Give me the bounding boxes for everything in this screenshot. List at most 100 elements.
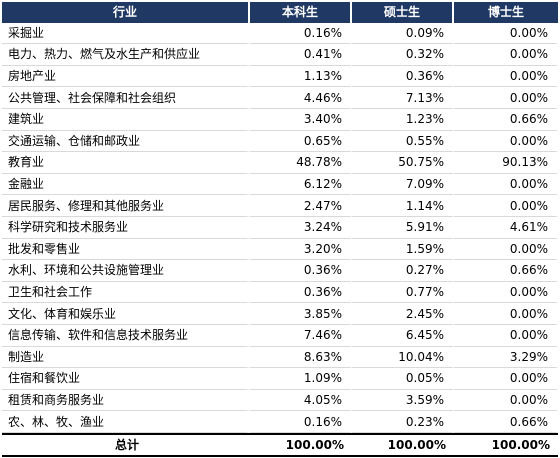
bachelor-cell: 0.36% bbox=[250, 260, 352, 282]
master-cell: 0.23% bbox=[352, 411, 454, 433]
master-cell: 3.59% bbox=[352, 389, 454, 412]
doctor-cell: 0.00% bbox=[454, 389, 558, 412]
industry-cell: 公共管理、社会保障和社会组织 bbox=[2, 87, 250, 109]
industry-cell: 电力、热力、燃气及水生产和供应业 bbox=[2, 44, 250, 66]
doctor-cell: 0.00% bbox=[454, 130, 558, 153]
table-row: 卫生和社会工作 0.36% 0.77% 0.00% bbox=[2, 281, 558, 304]
table-row: 金融业 6.12% 7.09% 0.00% bbox=[2, 173, 558, 196]
doctor-cell: 0.00% bbox=[454, 281, 558, 304]
table-row: 房地产业 1.13% 0.36% 0.00% bbox=[2, 65, 558, 88]
doctor-cell: 4.61% bbox=[454, 216, 558, 239]
master-cell: 6.45% bbox=[352, 324, 454, 347]
industry-cell: 建筑业 bbox=[2, 108, 250, 131]
master-cell: 1.14% bbox=[352, 195, 454, 217]
master-cell: 0.05% bbox=[352, 368, 454, 390]
doctor-cell: 0.00% bbox=[454, 65, 558, 88]
master-cell: 2.45% bbox=[352, 303, 454, 325]
bachelor-cell: 1.13% bbox=[250, 65, 352, 88]
industry-cell: 租赁和商务服务业 bbox=[2, 389, 250, 412]
master-cell: 0.77% bbox=[352, 281, 454, 304]
bachelor-cell: 0.16% bbox=[250, 411, 352, 433]
bachelor-cell: 0.16% bbox=[250, 22, 352, 45]
table-row: 批发和零售业 3.20% 1.59% 0.00% bbox=[2, 238, 558, 261]
bachelor-cell: 3.85% bbox=[250, 303, 352, 325]
bachelor-cell: 8.63% bbox=[250, 346, 352, 369]
header-bachelor: 本科生 bbox=[250, 2, 352, 23]
industry-cell: 农、林、牧、渔业 bbox=[2, 411, 250, 433]
doctor-cell: 0.00% bbox=[454, 303, 558, 325]
industry-cell: 科学研究和技术服务业 bbox=[2, 216, 250, 239]
doctor-cell: 0.00% bbox=[454, 87, 558, 109]
industry-cell: 信息传输、软件和信息技术服务业 bbox=[2, 324, 250, 347]
industry-cell: 文化、体育和娱乐业 bbox=[2, 303, 250, 325]
industry-cell: 教育业 bbox=[2, 152, 250, 174]
doctor-cell: 0.66% bbox=[454, 411, 558, 433]
doctor-cell: 0.66% bbox=[454, 108, 558, 131]
master-cell: 7.13% bbox=[352, 87, 454, 109]
industry-cell: 交通运输、仓储和邮政业 bbox=[2, 130, 250, 153]
table-row: 建筑业 3.40% 1.23% 0.66% bbox=[2, 108, 558, 131]
table-row: 农、林、牧、渔业 0.16% 0.23% 0.66% bbox=[2, 411, 558, 433]
table-row: 科学研究和技术服务业 3.24% 5.91% 4.61% bbox=[2, 216, 558, 239]
bachelor-cell: 1.09% bbox=[250, 368, 352, 390]
total-doctor: 100.00% bbox=[454, 432, 558, 458]
bachelor-cell: 0.41% bbox=[250, 44, 352, 66]
total-master: 100.00% bbox=[352, 432, 454, 458]
master-cell: 10.04% bbox=[352, 346, 454, 369]
industry-cell: 采掘业 bbox=[2, 22, 250, 45]
bachelor-cell: 0.65% bbox=[250, 130, 352, 153]
master-cell: 50.75% bbox=[352, 152, 454, 174]
bachelor-cell: 6.12% bbox=[250, 173, 352, 196]
header-doctor: 博士生 bbox=[454, 2, 558, 23]
total-row: 总计 100.00% 100.00% 100.00% bbox=[2, 432, 558, 458]
header-master: 硕士生 bbox=[352, 2, 454, 23]
total-label: 总计 bbox=[2, 432, 250, 458]
table-row: 电力、热力、燃气及水生产和供应业 0.41% 0.32% 0.00% bbox=[2, 44, 558, 66]
doctor-cell: 3.29% bbox=[454, 346, 558, 369]
industry-cell: 金融业 bbox=[2, 173, 250, 196]
industry-cell: 制造业 bbox=[2, 346, 250, 369]
doctor-cell: 0.66% bbox=[454, 260, 558, 282]
master-cell: 0.09% bbox=[352, 22, 454, 45]
table-row: 制造业 8.63% 10.04% 3.29% bbox=[2, 346, 558, 369]
doctor-cell: 0.00% bbox=[454, 238, 558, 261]
bachelor-cell: 4.46% bbox=[250, 87, 352, 109]
bachelor-cell: 3.40% bbox=[250, 108, 352, 131]
header-industry: 行业 bbox=[2, 2, 250, 23]
table-row: 居民服务、修理和其他服务业 2.47% 1.14% 0.00% bbox=[2, 195, 558, 217]
doctor-cell: 0.00% bbox=[454, 44, 558, 66]
industry-cell: 卫生和社会工作 bbox=[2, 281, 250, 304]
master-cell: 0.36% bbox=[352, 65, 454, 88]
doctor-cell: 0.00% bbox=[454, 173, 558, 196]
industry-cell: 居民服务、修理和其他服务业 bbox=[2, 195, 250, 217]
table-row: 租赁和商务服务业 4.05% 3.59% 0.00% bbox=[2, 389, 558, 412]
table-row: 信息传输、软件和信息技术服务业 7.46% 6.45% 0.00% bbox=[2, 324, 558, 347]
master-cell: 7.09% bbox=[352, 173, 454, 196]
master-cell: 5.91% bbox=[352, 216, 454, 239]
doctor-cell: 0.00% bbox=[454, 195, 558, 217]
doctor-cell: 0.00% bbox=[454, 22, 558, 45]
table-row: 交通运输、仓储和邮政业 0.65% 0.55% 0.00% bbox=[2, 130, 558, 153]
table-row: 住宿和餐饮业 1.09% 0.05% 0.00% bbox=[2, 368, 558, 390]
doctor-cell: 0.00% bbox=[454, 368, 558, 390]
master-cell: 1.23% bbox=[352, 108, 454, 131]
industry-cell: 住宿和餐饮业 bbox=[2, 368, 250, 390]
industry-cell: 批发和零售业 bbox=[2, 238, 250, 261]
bachelor-cell: 4.05% bbox=[250, 389, 352, 412]
doctor-cell: 0.00% bbox=[454, 324, 558, 347]
total-bachelor: 100.00% bbox=[250, 432, 352, 458]
master-cell: 0.32% bbox=[352, 44, 454, 66]
doctor-cell: 90.13% bbox=[454, 152, 558, 174]
table-row: 采掘业 0.16% 0.09% 0.00% bbox=[2, 22, 558, 45]
table-row: 文化、体育和娱乐业 3.85% 2.45% 0.00% bbox=[2, 303, 558, 325]
industry-cell: 水利、环境和公共设施管理业 bbox=[2, 260, 250, 282]
industry-cell: 房地产业 bbox=[2, 65, 250, 88]
bachelor-cell: 2.47% bbox=[250, 195, 352, 217]
bachelor-cell: 0.36% bbox=[250, 281, 352, 304]
bachelor-cell: 3.24% bbox=[250, 216, 352, 239]
master-cell: 0.27% bbox=[352, 260, 454, 282]
master-cell: 0.55% bbox=[352, 130, 454, 153]
table-row: 公共管理、社会保障和社会组织 4.46% 7.13% 0.00% bbox=[2, 87, 558, 109]
